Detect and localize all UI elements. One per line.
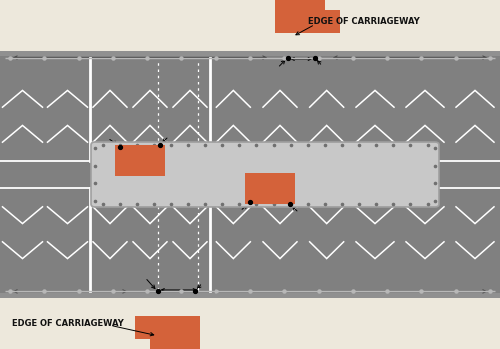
Bar: [0, 293, 500, 298]
Text: EDGE OF CARRIAGEWAY: EDGE OF CARRIAGEWAY: [12, 319, 124, 328]
Bar: [135, 316, 200, 339]
Bar: [0, 51, 500, 298]
Text: EDGE OF CARRIAGEWAY: EDGE OF CARRIAGEWAY: [308, 17, 419, 26]
Bar: [275, 10, 340, 33]
Bar: [245, 173, 295, 204]
Bar: [115, 145, 165, 176]
Bar: [150, 316, 200, 349]
Bar: [0, 51, 500, 56]
Bar: [275, 0, 325, 33]
FancyBboxPatch shape: [91, 142, 439, 207]
